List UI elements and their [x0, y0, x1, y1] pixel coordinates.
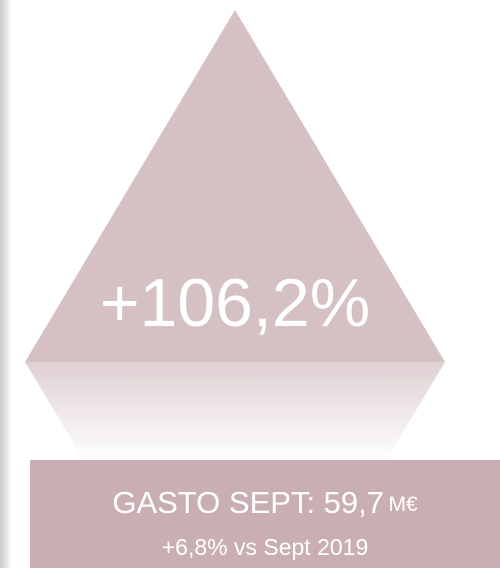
left-edge — [0, 0, 12, 568]
spend-title: GASTO SEPT: 59,7 — [112, 485, 384, 520]
triangle — [25, 10, 445, 362]
triangle-reflection — [25, 362, 445, 462]
growth-label: +106,2% — [100, 265, 370, 341]
summary-box — [30, 460, 500, 568]
summary-comparison: +6,8% vs Sept 2019 — [162, 534, 369, 560]
summary-title: GASTO SEPT: 59,7 M€ — [112, 485, 418, 520]
spend-unit: M€ — [388, 493, 417, 516]
